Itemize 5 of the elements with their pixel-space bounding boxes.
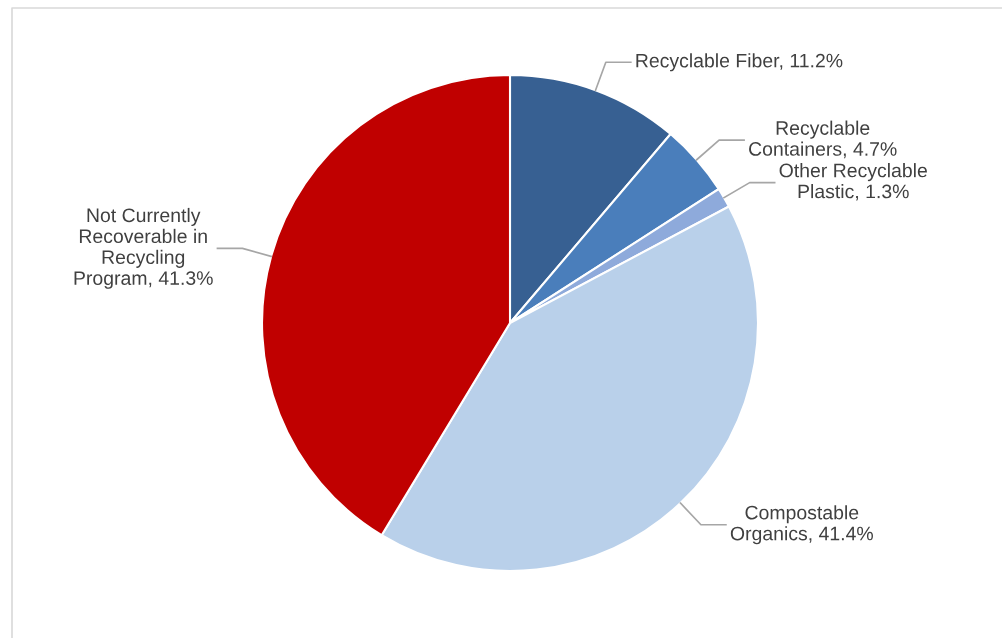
slice-label: Other Recyclable Plastic, 1.3% xyxy=(779,163,927,201)
slice-label: Recyclable Containers, 4.7% xyxy=(749,120,897,159)
slice-label: Compostable Organics, 41.4% xyxy=(730,505,873,545)
slice-label: Not Currently Recoverable in Recycling Program, 41.3% xyxy=(74,207,213,289)
slice-label: Recyclable Fiber, 11.2% xyxy=(636,53,843,72)
